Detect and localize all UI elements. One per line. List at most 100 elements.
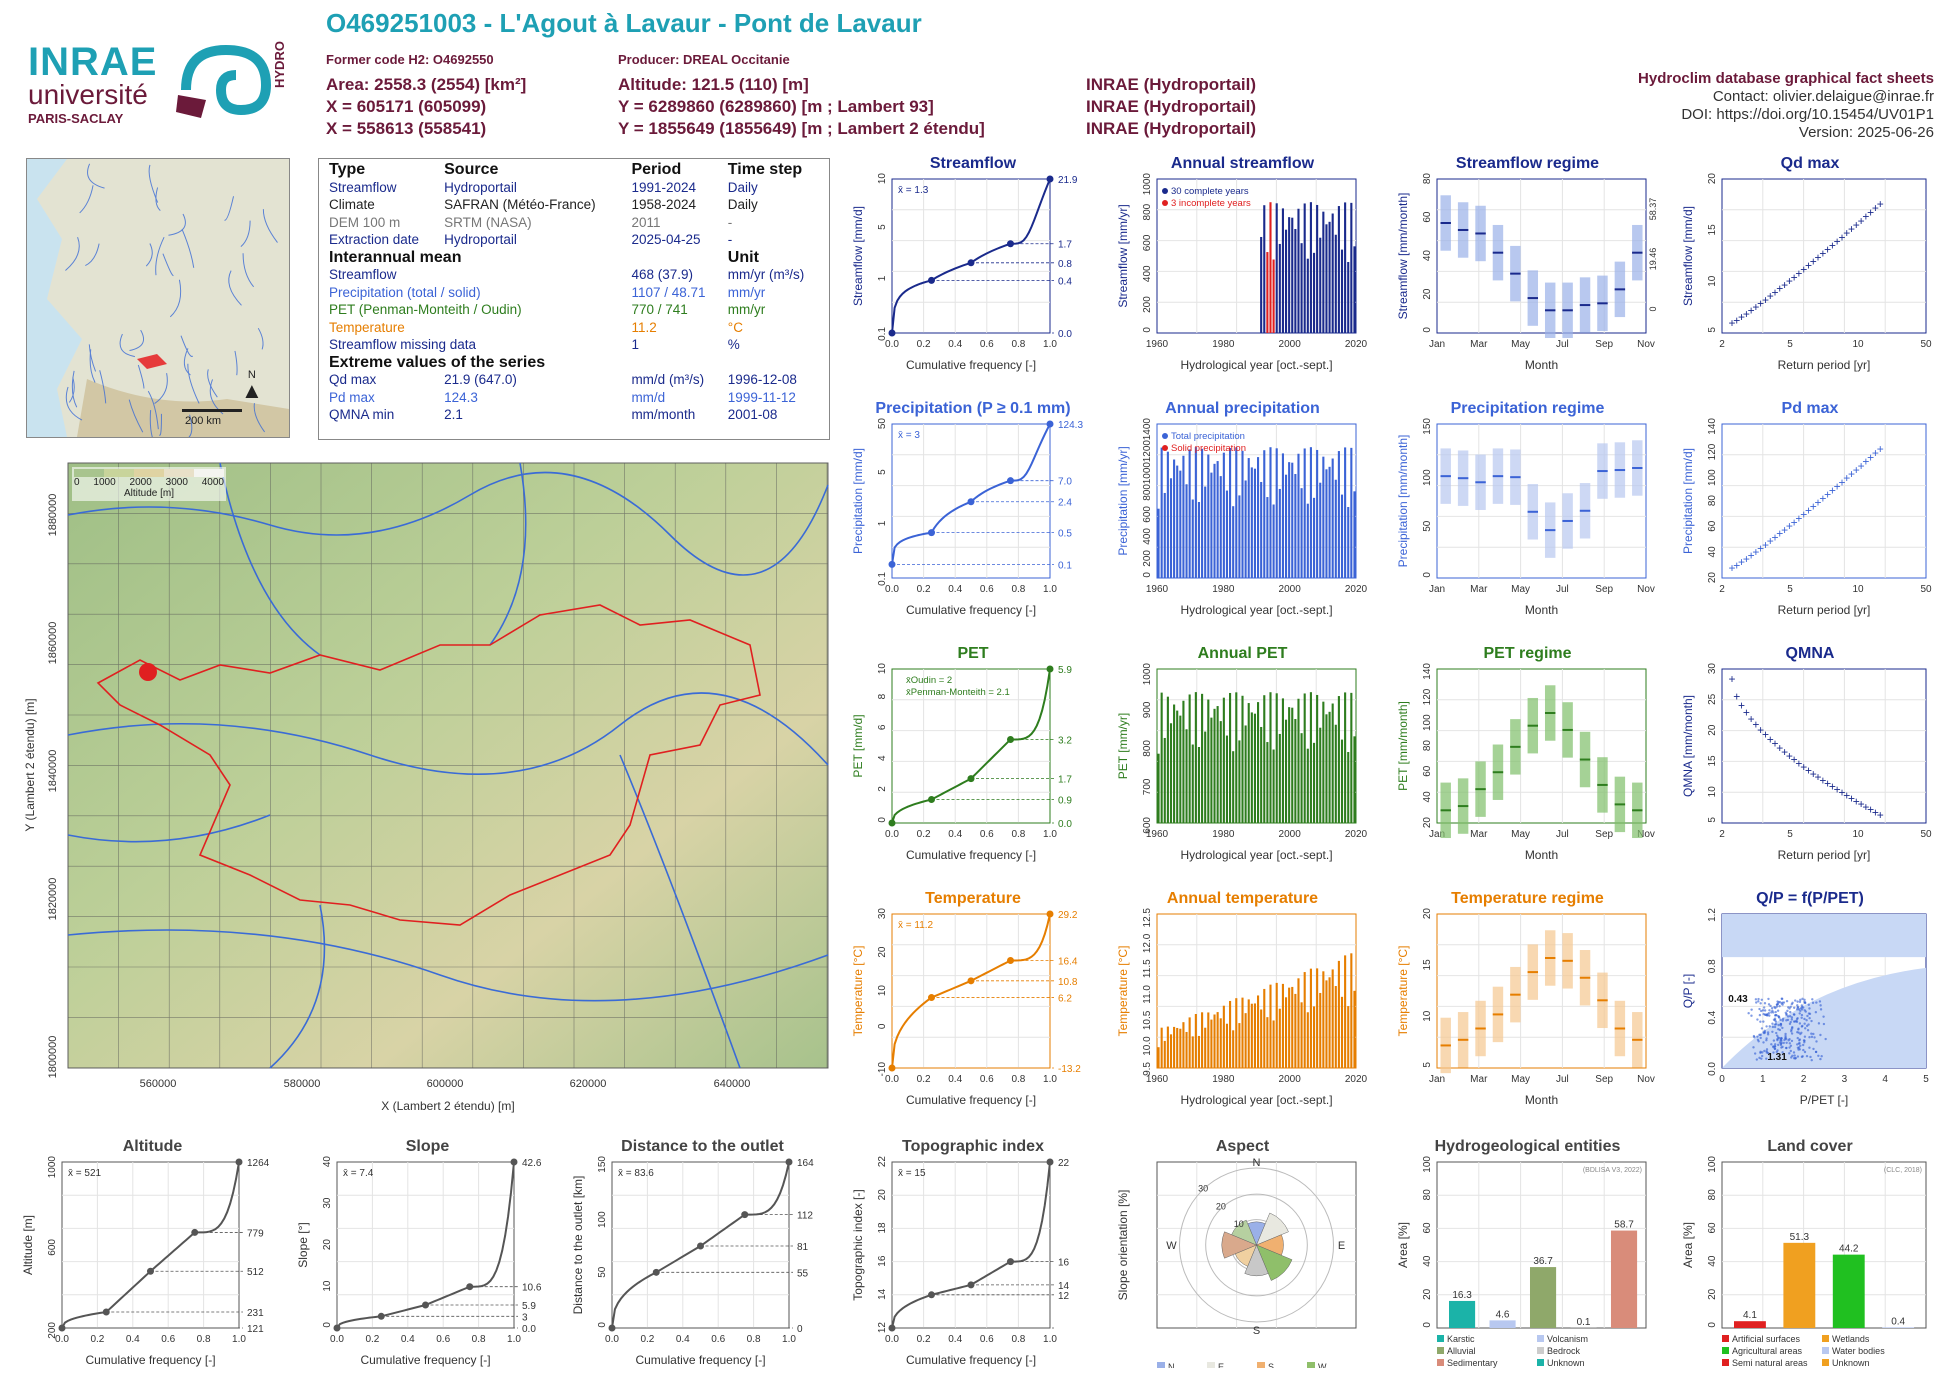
- mean-label: x̄ = 83.6: [618, 1168, 654, 1179]
- year-bar: [1304, 203, 1306, 333]
- y-tick-label: 20: [1707, 173, 1718, 184]
- quantile-point: [889, 330, 896, 337]
- mean-label: x̄ = 7.4: [343, 1168, 374, 1179]
- logo-inrae: INRAE université PARIS-SACLAY: [28, 40, 157, 126]
- legend-label: Volcanism: [1547, 1334, 1588, 1344]
- year-bar: [1353, 991, 1355, 1068]
- year-bar: [1223, 453, 1225, 578]
- qp-point: [1796, 1021, 1798, 1023]
- qp-point: [1798, 1008, 1800, 1010]
- chart-title: Topographic index: [850, 1138, 1096, 1156]
- right-tick-label: 5.9: [522, 1301, 536, 1312]
- cell: 124.3: [440, 389, 627, 407]
- x-tick-label: Nov: [1637, 584, 1655, 595]
- x-tick-label: 0.2: [365, 1334, 379, 1345]
- year-bar: [1170, 478, 1172, 578]
- chart-svg: Cumulative frequency [-]Altitude [m]0.0 0…: [20, 1156, 285, 1368]
- y-l2: Y = 1855649 (1855649) [m ; Lambert 2 éte…: [618, 118, 985, 140]
- year-bar: [1195, 692, 1197, 823]
- y-tick-label: 22: [877, 1156, 888, 1167]
- year-bar: [1322, 702, 1324, 823]
- y-tick-label: 0: [1422, 572, 1433, 578]
- year-bar: [1185, 729, 1187, 823]
- cell: °C: [724, 319, 823, 337]
- year-bar: [1291, 218, 1293, 333]
- x-tick-label: 0.4: [948, 829, 962, 840]
- bar-value-label: 36.7: [1533, 1256, 1553, 1267]
- qp-point: [1756, 1058, 1758, 1060]
- y-tick-label: 50: [1422, 520, 1433, 532]
- y-axis-label: Precipitation [mm/d]: [1681, 448, 1695, 554]
- legend-label: S: [1268, 1362, 1274, 1368]
- qp-point: [1811, 998, 1813, 1000]
- chart-svg: Hydrological year [oct.-sept.] Temperatur…: [1115, 908, 1370, 1108]
- legend-swatch: [1437, 1335, 1444, 1342]
- x-tick-label: 0.8: [1011, 1334, 1025, 1345]
- x-tick-label: 10: [1852, 339, 1864, 350]
- qp-point: [1804, 1036, 1806, 1038]
- right-tick-label: 12: [1058, 1291, 1070, 1302]
- qp-point: [1808, 1036, 1810, 1038]
- chart-streamflow_regime: Streamflow regime Month Streamflow [mm/mon…: [1395, 155, 1660, 375]
- y-tick-label: 60: [1422, 765, 1433, 777]
- y-tick-label: 0.1: [877, 572, 888, 586]
- qp-point: [1780, 1023, 1782, 1025]
- annot-label: 0.43: [1728, 994, 1748, 1005]
- y-tick-label: 60: [1707, 520, 1718, 532]
- right-tick-label: 231: [247, 1308, 264, 1319]
- year-bar: [1319, 483, 1321, 578]
- plot-frame: [62, 1162, 239, 1328]
- th-type: Type: [325, 161, 440, 179]
- quantile-point: [191, 1229, 198, 1236]
- right-tick-label: 10.6: [522, 1283, 542, 1294]
- qp-point: [1775, 1014, 1777, 1016]
- qp-point: [1785, 1047, 1787, 1049]
- qp-point: [1760, 1057, 1762, 1059]
- qp-point: [1759, 1021, 1761, 1023]
- cell: Climate: [325, 196, 440, 214]
- y-tick-label: 10: [322, 1280, 333, 1292]
- qp-point: [1771, 1010, 1773, 1012]
- y-tick-label: 15: [1707, 755, 1718, 767]
- y-axis-label: Precipitation [mm/yr]: [1116, 446, 1130, 555]
- category-bar: [1783, 1243, 1815, 1328]
- y-tick-label: 400: [1142, 528, 1153, 545]
- year-bar: [1207, 700, 1209, 823]
- y-tick-label: 0.4: [1707, 1010, 1718, 1024]
- qp-point: [1803, 1039, 1805, 1041]
- y-axis-label: Area [%]: [1396, 1222, 1410, 1268]
- quantile-point: [928, 277, 935, 284]
- legend-label: Semi natural areas: [1732, 1358, 1808, 1368]
- chart-svg: Cumulative frequency [-]PET [mm/d]0.0 0.2…: [850, 663, 1096, 863]
- y-tick-label: 150: [597, 1156, 608, 1173]
- chart-pet_regime: PET regime Month PET [mm/month] Jan Mar May Ju…: [1395, 645, 1660, 865]
- qp-zone: [1722, 914, 1926, 957]
- y-tick-label: 18: [877, 1222, 888, 1234]
- y-axis-label: Area [%]: [1681, 1222, 1695, 1268]
- x-axis-label: P/PET [-]: [1800, 1093, 1848, 1107]
- chart-qd_max: Qd max Return period [yr] Streamflow [mm/d…: [1680, 155, 1940, 375]
- quantile-point: [968, 775, 975, 782]
- x-tick-label: 50: [1920, 829, 1932, 840]
- qp-point: [1761, 1027, 1763, 1029]
- legend-swatch: [1822, 1335, 1829, 1342]
- year-bar: [1279, 489, 1281, 578]
- qp-point: [1756, 1035, 1758, 1037]
- chart-svg: Cumulative frequency [-]Topographic inde…: [850, 1156, 1096, 1368]
- y-tick-label: 0: [877, 817, 888, 823]
- legend-title: Altitude [m]: [74, 488, 224, 499]
- x-axis-label: Return period [yr]: [1778, 603, 1871, 617]
- x-tick-label: 2000: [1279, 829, 1302, 840]
- year-bar: [1285, 230, 1287, 333]
- y-tick-label: 30: [322, 1197, 333, 1209]
- y-tick-label: 100: [1422, 1156, 1433, 1173]
- qp-point: [1771, 1023, 1773, 1025]
- x-axis-label: Month: [1525, 358, 1558, 372]
- x-axis-label: Cumulative frequency [-]: [360, 1353, 490, 1367]
- legend-swatch: [1207, 1362, 1215, 1368]
- chart-svg: Cumulative frequency [-]Streamflow [mm/d…: [850, 173, 1096, 373]
- cell: %: [724, 336, 823, 354]
- cdf-line: [892, 179, 1050, 333]
- y-tick-label: 100: [1707, 1156, 1718, 1173]
- chart-hydrogeo: Hydrogeological entities Area [%] 0 20 40 60 8…: [1395, 1138, 1660, 1370]
